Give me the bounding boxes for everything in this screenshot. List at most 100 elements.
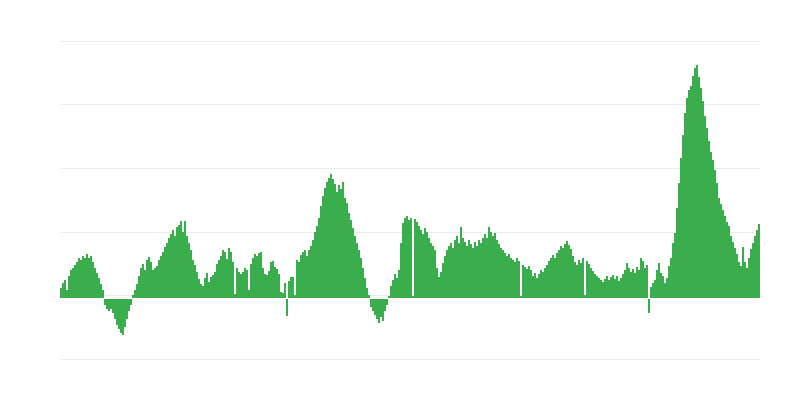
bar xyxy=(360,258,362,298)
bar xyxy=(744,262,746,298)
bar xyxy=(574,262,576,298)
bar xyxy=(306,256,308,298)
bar xyxy=(520,296,522,298)
bar xyxy=(234,294,236,298)
bar xyxy=(342,182,344,298)
bar xyxy=(666,278,668,298)
bar xyxy=(138,276,140,298)
bar xyxy=(668,266,670,298)
bar xyxy=(662,276,664,298)
bar xyxy=(164,247,166,298)
bar xyxy=(88,258,90,298)
bar xyxy=(544,268,546,298)
bar xyxy=(224,252,226,298)
bar xyxy=(734,248,736,298)
bar xyxy=(170,234,172,298)
bar xyxy=(192,260,194,298)
bar xyxy=(454,240,456,298)
bar xyxy=(148,257,150,298)
bar xyxy=(566,241,568,298)
bar xyxy=(440,272,442,298)
bar xyxy=(438,277,440,298)
bar xyxy=(78,258,80,298)
bar xyxy=(756,230,758,298)
bar xyxy=(628,268,630,298)
bar xyxy=(646,265,648,298)
bar xyxy=(312,240,314,298)
bar xyxy=(644,268,646,298)
bar xyxy=(630,272,632,298)
bar xyxy=(724,216,726,298)
bar xyxy=(700,88,702,298)
bar xyxy=(318,218,320,298)
bar xyxy=(166,243,168,298)
bar xyxy=(274,267,276,298)
bar xyxy=(122,299,124,335)
bar xyxy=(116,299,118,325)
bar xyxy=(398,270,400,298)
bar xyxy=(154,268,156,298)
bar xyxy=(72,268,74,298)
bar xyxy=(100,284,102,298)
bar xyxy=(616,276,618,298)
bar xyxy=(676,208,678,298)
bar xyxy=(522,265,524,298)
bar xyxy=(294,295,296,298)
bar xyxy=(584,295,586,298)
bar xyxy=(434,250,436,298)
bar xyxy=(728,226,730,298)
bar xyxy=(370,299,372,307)
bar xyxy=(376,299,378,319)
bar xyxy=(272,261,274,298)
bar xyxy=(618,281,620,298)
bar xyxy=(426,232,428,298)
bar xyxy=(404,218,406,298)
bar xyxy=(332,179,334,298)
bar xyxy=(532,276,534,298)
bar xyxy=(394,274,396,298)
bar xyxy=(422,234,424,298)
bar xyxy=(64,280,66,298)
bar xyxy=(156,266,158,298)
bar xyxy=(316,226,318,298)
bar xyxy=(496,240,498,298)
bar xyxy=(188,243,190,298)
bar xyxy=(328,178,330,298)
bar xyxy=(564,244,566,298)
bar xyxy=(682,135,684,298)
bar xyxy=(596,276,598,298)
bar xyxy=(680,158,682,298)
bar xyxy=(304,250,306,298)
bar xyxy=(400,243,402,298)
bar xyxy=(638,270,640,298)
bar xyxy=(160,256,162,298)
bar xyxy=(158,260,160,298)
bar xyxy=(94,268,96,298)
bar xyxy=(598,278,600,298)
bar xyxy=(190,250,192,298)
bar xyxy=(180,221,182,298)
bar xyxy=(536,278,538,298)
bar xyxy=(150,262,152,298)
bar xyxy=(476,246,478,298)
bar xyxy=(510,258,512,298)
bar xyxy=(526,269,528,298)
gridline xyxy=(60,168,760,169)
bar xyxy=(420,230,422,298)
bar xyxy=(692,76,694,298)
bar xyxy=(606,276,608,298)
bar xyxy=(484,234,486,298)
bar xyxy=(76,262,78,298)
bar xyxy=(378,299,380,323)
bar xyxy=(292,277,294,298)
bar xyxy=(408,220,410,298)
plot-area[interactable] xyxy=(60,41,760,360)
bar xyxy=(162,252,164,298)
bar xyxy=(578,260,580,298)
bar xyxy=(74,265,76,298)
bar xyxy=(634,273,636,298)
bar xyxy=(518,261,520,298)
bar xyxy=(104,299,106,305)
bar xyxy=(264,274,266,298)
bar xyxy=(576,265,578,298)
